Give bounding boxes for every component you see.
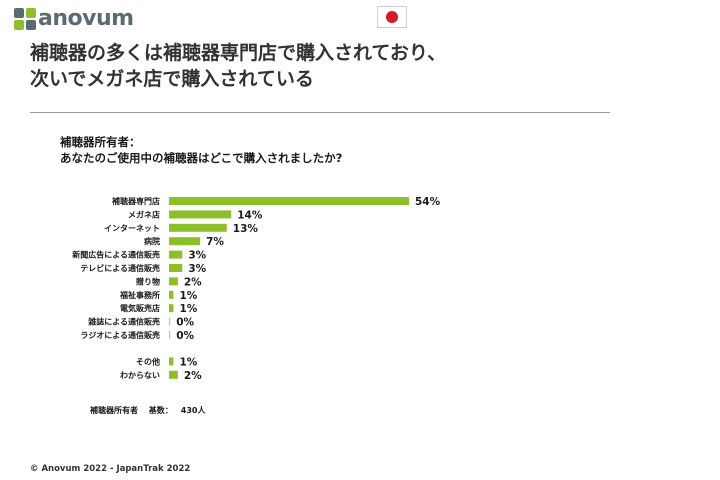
category-label: 福祉事務所 — [119, 290, 160, 300]
bar — [169, 210, 232, 219]
bar — [169, 357, 174, 366]
page-title-line-1: 補聴器の多くは補聴器専門店で購入されており、 — [30, 42, 447, 64]
value-label: 2% — [184, 370, 202, 382]
category-label: メガネ店 — [128, 209, 160, 219]
bar — [169, 290, 174, 299]
category-label: 病院 — [144, 236, 160, 246]
bar — [169, 331, 171, 339]
value-label: 0% — [176, 317, 194, 329]
base-count: 430人 — [180, 406, 206, 415]
logo-text: anovum — [38, 6, 134, 31]
category-label: 新聞広告による通信販売 — [72, 250, 160, 260]
bar — [169, 223, 227, 232]
base-label: 補聴器所有者 — [90, 406, 138, 415]
value-label: 3% — [188, 263, 206, 275]
survey-question-line-1: 補聴器所有者： — [60, 135, 141, 149]
category-label: テレビによる通信販売 — [80, 263, 160, 273]
survey-question: 補聴器所有者： あなたのご使用中の補聴器はどこで購入されましたか? — [60, 134, 342, 166]
category-label: インターネット — [104, 223, 160, 233]
logo-mark-icon — [14, 7, 36, 30]
bar — [169, 277, 178, 286]
category-label: 電気販売店 — [120, 303, 160, 313]
bar — [169, 197, 409, 205]
category-label: ラジオによる通信販売 — [80, 330, 160, 340]
value-label: 54% — [415, 196, 441, 208]
value-label: 2% — [184, 276, 202, 288]
base-count-label: 基数： — [148, 406, 173, 415]
value-label: 0% — [176, 330, 194, 342]
japan-flag-icon — [377, 6, 407, 28]
page-title: 補聴器の多くは補聴器専門店で購入されており、 次いでメガネ店で購入されている — [30, 40, 630, 92]
bar — [169, 370, 178, 379]
title-divider — [30, 112, 610, 113]
bar — [169, 264, 183, 272]
page-title-line-2: 次いでメガネ店で購入されている — [30, 68, 314, 90]
value-label: 14% — [237, 209, 263, 221]
value-label: 1% — [179, 290, 197, 302]
bar — [169, 237, 201, 246]
anovum-logo: anovum — [14, 6, 134, 31]
category-label: わからない — [120, 371, 160, 380]
category-label: その他 — [136, 356, 160, 366]
value-label: 13% — [233, 223, 259, 235]
value-label: 3% — [188, 250, 206, 262]
value-label: 1% — [179, 356, 197, 368]
base-note: 補聴器所有者 基数： 430人 — [90, 405, 214, 416]
value-label: 7% — [206, 236, 224, 248]
bar — [169, 304, 174, 313]
bar-chart: 補聴器専門店 54% メガネ店 14% インターネット 13% 病院 7% 新聞広告による通信販… — [72, 196, 441, 382]
value-label: 1% — [179, 303, 197, 315]
category-label: 贈り物 — [136, 276, 160, 286]
bar — [169, 250, 183, 259]
copyright-footer: © Anovum 2022 - JapanTrak 2022 — [30, 464, 191, 474]
bar — [169, 317, 171, 326]
survey-question-line-2: あなたのご使用中の補聴器はどこで購入されましたか? — [60, 151, 343, 165]
category-label: 雑誌による通信販売 — [87, 317, 160, 327]
category-label: 補聴器専門店 — [111, 196, 160, 206]
